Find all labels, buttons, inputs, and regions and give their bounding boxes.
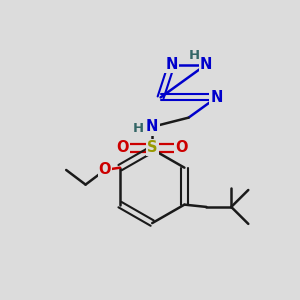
- Text: O: O: [116, 140, 129, 155]
- Text: N: N: [146, 119, 158, 134]
- Text: H: H: [189, 49, 200, 62]
- Text: S: S: [147, 140, 158, 155]
- Text: N: N: [210, 90, 223, 105]
- Text: H: H: [133, 122, 144, 135]
- Text: O: O: [99, 163, 111, 178]
- Text: N: N: [200, 57, 212, 72]
- Text: O: O: [176, 140, 188, 155]
- Text: N: N: [165, 57, 178, 72]
